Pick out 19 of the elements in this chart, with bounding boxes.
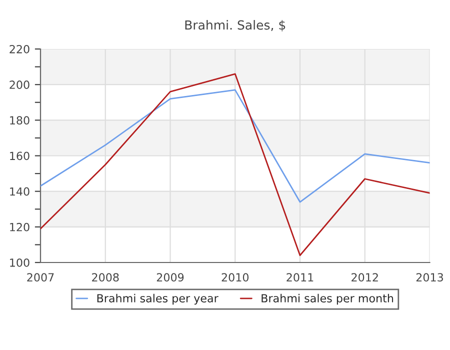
y-tick-label: 200 xyxy=(10,80,30,89)
x-tick-label: 2011 xyxy=(286,273,314,282)
x-tick-label: 2008 xyxy=(92,273,119,282)
line-series xyxy=(40,89,430,203)
legend-label: Brahmi sales per year xyxy=(97,294,218,305)
x-tick-label: 2010 xyxy=(222,273,249,282)
y-tick-label: 100 xyxy=(10,258,30,267)
y-tick-label: 180 xyxy=(10,116,30,125)
y-tick-label: 160 xyxy=(10,152,30,160)
y-tick-label: 140 xyxy=(10,187,30,196)
chart-title: Brahmi. Sales, $ xyxy=(185,20,286,32)
x-tick-label: 2013 xyxy=(416,273,443,282)
x-tick-label: 2012 xyxy=(352,273,378,282)
x-tick-label: 2007 xyxy=(27,273,54,282)
legend-label: Brahmi sales per month xyxy=(262,294,394,305)
x-tick-label: 2009 xyxy=(156,273,184,282)
line-series xyxy=(40,73,430,256)
y-tick-label: 220 xyxy=(10,44,30,54)
y-tick-label: 120 xyxy=(10,222,30,232)
